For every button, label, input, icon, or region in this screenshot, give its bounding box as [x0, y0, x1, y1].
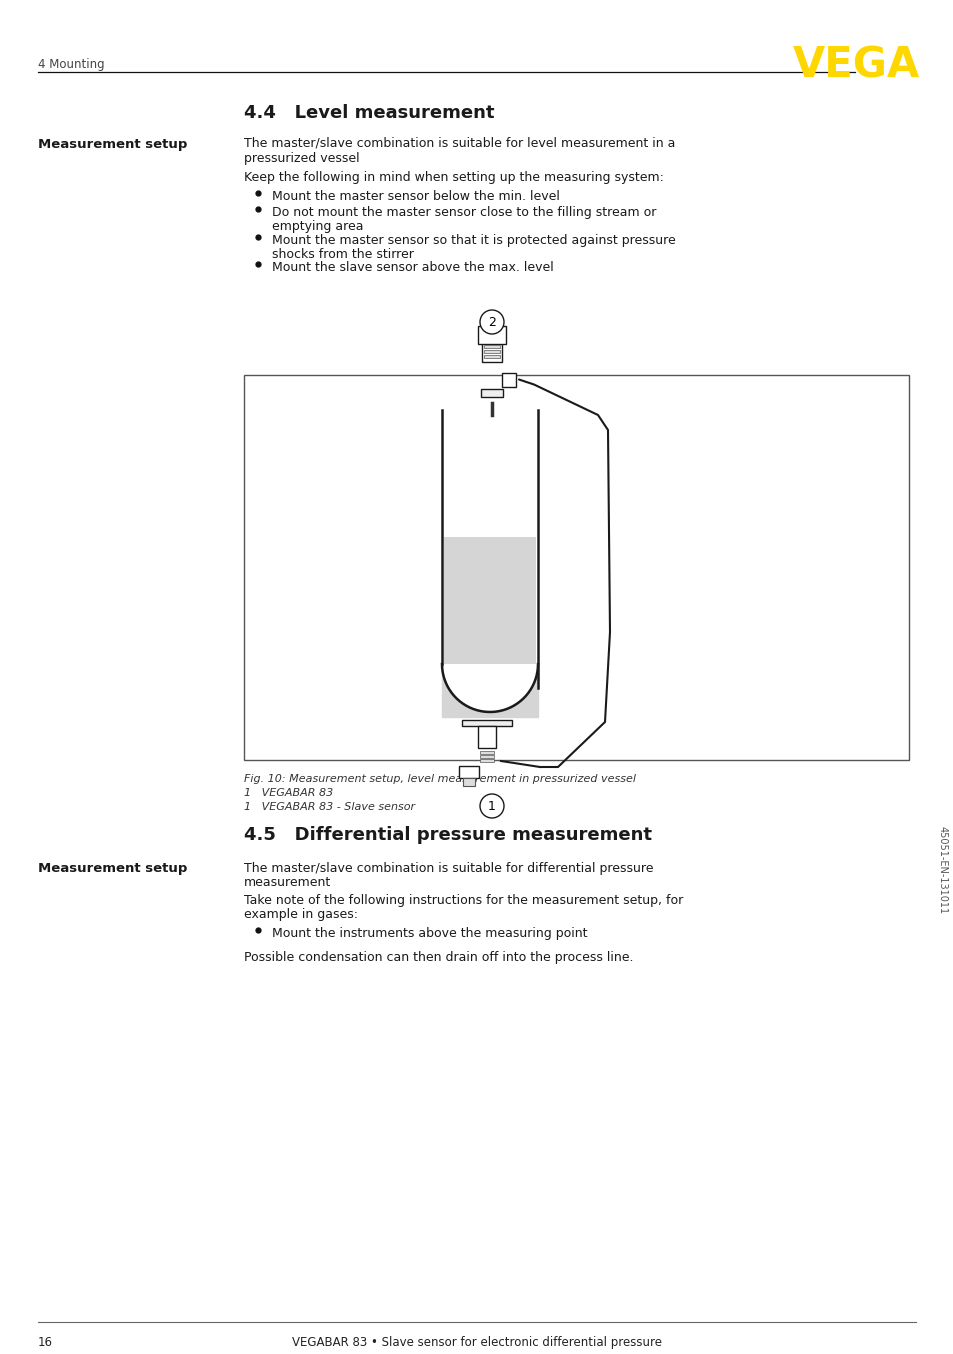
- Text: The master/slave combination is suitable for differential pressure: The master/slave combination is suitable…: [244, 862, 653, 875]
- Text: 45051-EN-131011: 45051-EN-131011: [937, 826, 947, 914]
- Bar: [462, 779, 475, 787]
- Text: shocks from the stirrer: shocks from the stirrer: [272, 248, 414, 261]
- Text: Do not mount the master sensor close to the filling stream or: Do not mount the master sensor close to …: [272, 206, 656, 219]
- Text: Take note of the following instructions for the measurement setup, for: Take note of the following instructions …: [244, 894, 682, 907]
- Circle shape: [479, 793, 503, 818]
- Text: Mount the instruments above the measuring point: Mount the instruments above the measurin…: [272, 927, 587, 940]
- Text: emptying area: emptying area: [272, 219, 363, 233]
- Text: Possible condensation can then drain off into the process line.: Possible condensation can then drain off…: [244, 951, 633, 964]
- Bar: [477, 726, 496, 747]
- Text: Fig. 10: Measurement setup, level measurement in pressurized vessel: Fig. 10: Measurement setup, level measur…: [244, 774, 636, 784]
- Circle shape: [479, 310, 503, 334]
- Text: Mount the master sensor so that it is protected against pressure: Mount the master sensor so that it is pr…: [272, 234, 675, 246]
- Text: example in gases:: example in gases:: [244, 909, 357, 921]
- Bar: [483, 345, 499, 348]
- Text: Keep the following in mind when setting up the measuring system:: Keep the following in mind when setting …: [244, 171, 663, 184]
- Text: 1   VEGABAR 83: 1 VEGABAR 83: [244, 788, 333, 798]
- Bar: [479, 756, 494, 757]
- Bar: [501, 372, 516, 386]
- Text: Measurement setup: Measurement setup: [38, 138, 187, 152]
- Text: 4.5   Differential pressure measurement: 4.5 Differential pressure measurement: [244, 826, 651, 844]
- Bar: [477, 326, 505, 344]
- Text: Mount the slave sensor above the max. level: Mount the slave sensor above the max. le…: [272, 261, 553, 274]
- Text: measurement: measurement: [244, 876, 331, 890]
- Text: 16: 16: [38, 1336, 53, 1349]
- Text: 4 Mounting: 4 Mounting: [38, 58, 105, 70]
- Text: 1: 1: [488, 799, 496, 812]
- Text: Mount the master sensor below the min. level: Mount the master sensor below the min. l…: [272, 190, 559, 203]
- Bar: [479, 760, 494, 761]
- Bar: [443, 536, 536, 663]
- Bar: [480, 389, 502, 397]
- Text: 4.4   Level measurement: 4.4 Level measurement: [244, 104, 494, 122]
- Text: 1   VEGABAR 83 - Slave sensor: 1 VEGABAR 83 - Slave sensor: [244, 802, 415, 812]
- Bar: [481, 328, 501, 362]
- Text: VEGABAR 83 • Slave sensor for electronic differential pressure: VEGABAR 83 • Slave sensor for electronic…: [292, 1336, 661, 1349]
- Bar: [479, 751, 494, 753]
- Text: pressurized vessel: pressurized vessel: [244, 152, 359, 165]
- Bar: [483, 355, 499, 357]
- Text: Measurement setup: Measurement setup: [38, 862, 187, 875]
- Text: The master/slave combination is suitable for level measurement in a: The master/slave combination is suitable…: [244, 137, 675, 150]
- Bar: [461, 720, 512, 726]
- Bar: [244, 375, 908, 760]
- Text: 2: 2: [488, 315, 496, 329]
- Text: VEGA: VEGA: [792, 43, 919, 87]
- Bar: [458, 766, 478, 779]
- Bar: [483, 349, 499, 353]
